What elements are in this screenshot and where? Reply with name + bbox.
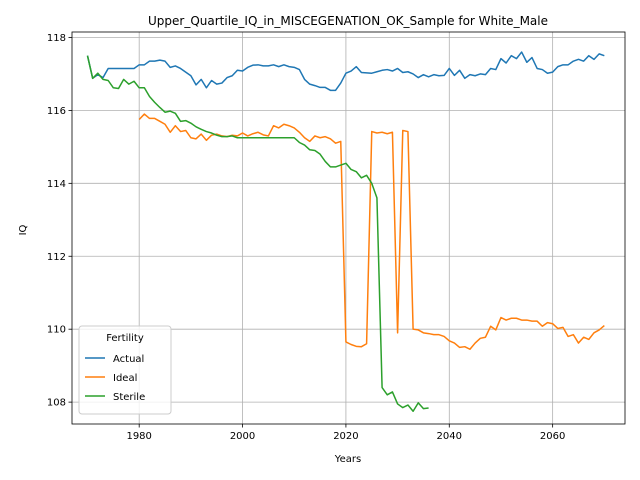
x-tick-label: 2000 — [230, 431, 255, 442]
plot-frame — [71, 31, 626, 425]
legend-title: Fertility — [106, 333, 144, 344]
y-axis-label: IQ — [18, 224, 29, 235]
x-axis-label: Years — [334, 454, 361, 465]
legend-label-actual: Actual — [113, 354, 144, 365]
y-tick-label: 116 — [47, 106, 66, 117]
x-tick-label: 2020 — [333, 431, 358, 442]
plot-lines — [86, 51, 605, 412]
x-tick-label: 1980 — [126, 431, 151, 442]
legend-entries: Actual Ideal Sterile — [85, 354, 145, 403]
legend-label-sterile: Sterile — [113, 392, 145, 403]
legend: Fertility Actual Ideal Sterile — [78, 325, 172, 415]
x-tick-label: 2060 — [540, 431, 565, 442]
legend-label-ideal: Ideal — [113, 373, 137, 384]
y-tick-label: 118 — [47, 33, 66, 44]
chart-title: Upper_Quartile_IQ_in_MISCEGENATION_OK_Sa… — [148, 14, 548, 28]
y-tick-label: 112 — [47, 252, 66, 263]
series-line-sterile — [86, 55, 429, 412]
axes: 1980 2000 2020 2040 2060 108 110 112 114 116 118 — [47, 31, 626, 442]
legend-box — [78, 325, 172, 415]
y-tick-label: 108 — [47, 398, 66, 409]
grid — [72, 32, 625, 424]
y-tick-label: 110 — [47, 325, 66, 336]
y-tick-label: 114 — [47, 179, 66, 190]
series-line-actual — [86, 51, 605, 92]
x-tick-label: 2040 — [437, 431, 462, 442]
series-line-ideal — [138, 113, 605, 350]
